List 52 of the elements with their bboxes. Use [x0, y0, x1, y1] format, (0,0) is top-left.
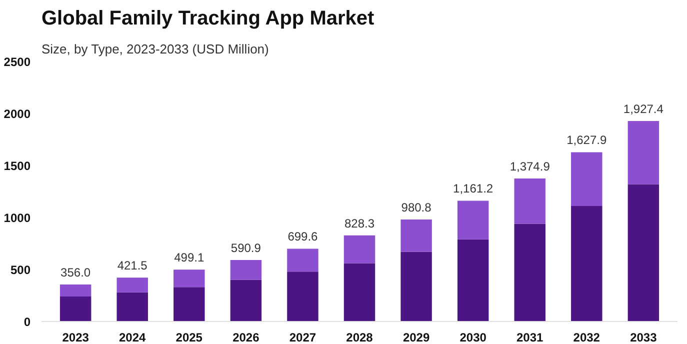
x-tick-label: 2027	[289, 330, 316, 344]
x-tick-label: 2033	[630, 330, 658, 344]
total-label: 421.5	[117, 258, 148, 273]
y-tick-label: 1000	[4, 211, 31, 225]
bar	[287, 248, 318, 272]
x-tick-label: 2029	[402, 330, 430, 344]
bar	[230, 280, 262, 322]
bar	[628, 184, 660, 322]
bar	[174, 287, 205, 322]
bar	[60, 284, 92, 297]
chart-subtitle: Size, by Type, 2023-2033 (USD Million)	[42, 42, 269, 56]
bar	[116, 278, 148, 292]
bar	[116, 292, 148, 322]
bar	[400, 252, 432, 322]
x-tick-label: 2026	[232, 330, 260, 344]
bar	[344, 235, 376, 264]
total-label: 1,627.9	[566, 133, 607, 148]
total-label: 499.1	[174, 250, 204, 265]
bar	[457, 239, 489, 322]
total-label: 980.8	[401, 200, 432, 214]
x-tick-label: 2032	[573, 330, 600, 344]
y-tick-label: 2500	[4, 55, 31, 69]
bar	[344, 263, 376, 322]
total-label: 699.6	[288, 230, 318, 244]
bar	[230, 260, 262, 280]
y-tick-label: 1500	[4, 159, 31, 173]
x-tick-label: 2025	[176, 330, 203, 344]
total-label: 1,927.4	[623, 102, 664, 116]
bar	[571, 206, 602, 322]
x-tick-label: 2028	[346, 330, 374, 344]
bar	[287, 272, 318, 322]
x-tick-label: 2024	[119, 330, 146, 344]
y-tick-label: 500	[10, 263, 31, 277]
y-tick-label: 0	[24, 315, 31, 329]
chart-title: Global Family Tracking App Market	[42, 8, 375, 30]
bar	[400, 219, 432, 252]
bar	[60, 296, 92, 322]
x-tick-label: 2031	[516, 330, 544, 344]
bar	[514, 224, 546, 322]
bar	[628, 121, 660, 184]
total-label: 1,161.2	[453, 182, 494, 196]
total-label: 1,374.9	[510, 160, 550, 174]
total-label: 828.3	[344, 216, 375, 230]
total-label: 356.0	[60, 265, 91, 280]
bar	[174, 270, 205, 288]
x-tick-label: 2030	[460, 330, 487, 344]
total-label: 590.9	[230, 241, 262, 256]
bar	[514, 178, 546, 224]
bar	[457, 200, 489, 240]
bar	[571, 152, 602, 206]
x-tick-label: 2023	[62, 330, 90, 344]
y-tick-label: 2000	[4, 107, 31, 121]
